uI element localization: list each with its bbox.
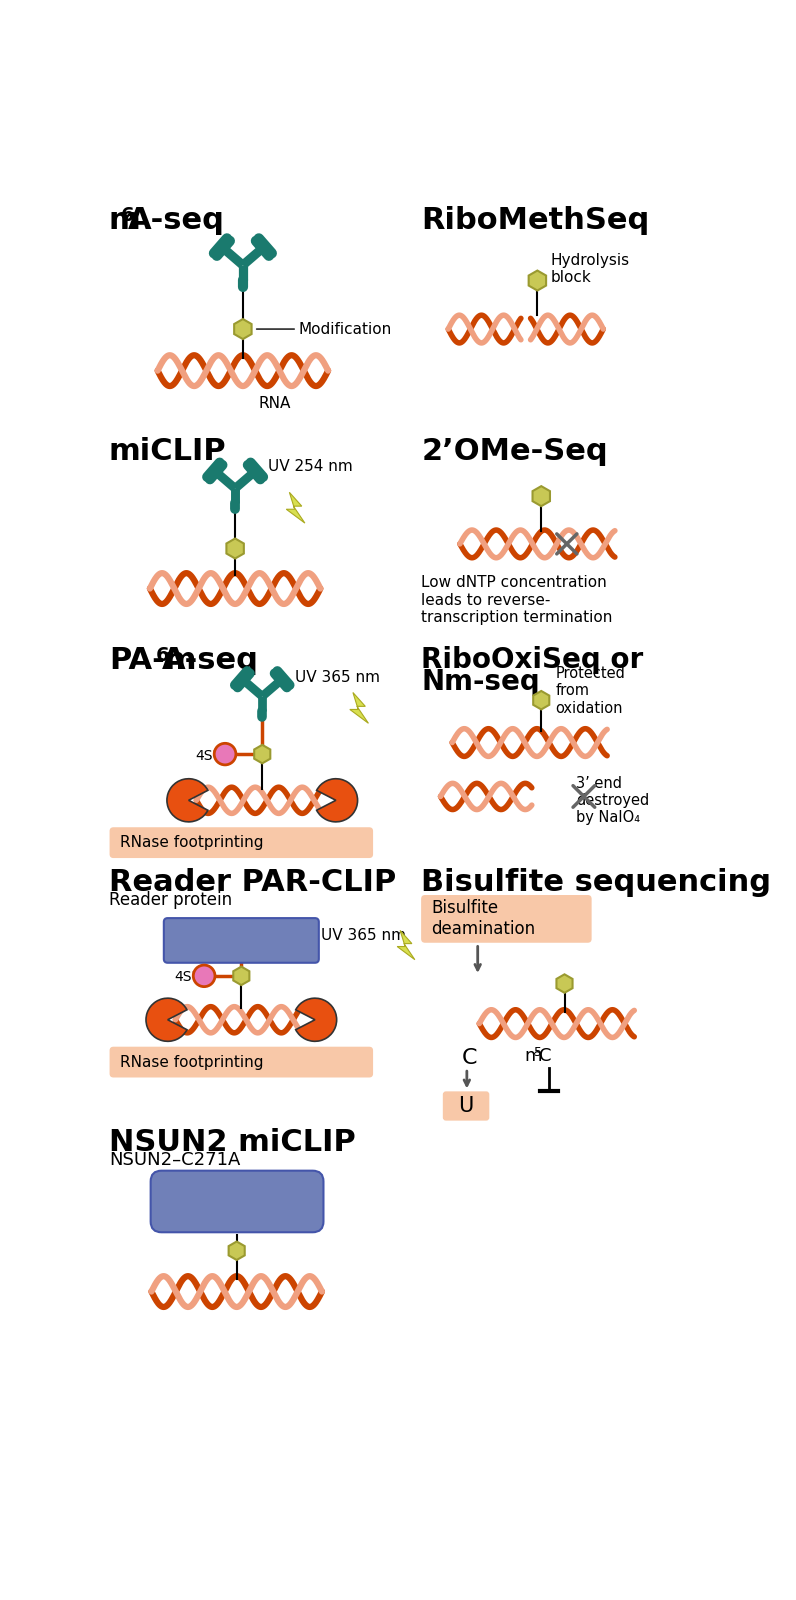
Polygon shape — [233, 966, 249, 986]
Text: UV 365 nm: UV 365 nm — [295, 669, 380, 685]
Circle shape — [193, 965, 215, 987]
Text: A-seq: A-seq — [162, 646, 259, 675]
Wedge shape — [146, 998, 187, 1042]
Polygon shape — [533, 691, 549, 709]
Polygon shape — [234, 318, 252, 339]
Text: UV 365 nm: UV 365 nm — [321, 928, 406, 944]
Text: NSUN2 miCLIP: NSUN2 miCLIP — [109, 1128, 356, 1157]
Text: Reader protein: Reader protein — [109, 891, 232, 909]
Text: m: m — [525, 1046, 542, 1066]
Text: PA-m: PA-m — [109, 646, 197, 675]
Wedge shape — [167, 779, 208, 822]
Polygon shape — [556, 974, 572, 992]
Text: Nm-seq: Nm-seq — [421, 667, 540, 696]
Text: m: m — [109, 206, 141, 235]
FancyBboxPatch shape — [110, 827, 373, 858]
Text: NSUN2–C271A: NSUN2–C271A — [109, 1152, 240, 1170]
Text: Bisulfite sequencing: Bisulfite sequencing — [421, 869, 771, 898]
Text: miCLIP: miCLIP — [109, 437, 226, 466]
FancyBboxPatch shape — [443, 1091, 490, 1120]
FancyBboxPatch shape — [421, 894, 591, 942]
Polygon shape — [287, 493, 305, 523]
Polygon shape — [529, 270, 546, 291]
Text: 6: 6 — [121, 206, 135, 226]
Text: Modification: Modification — [298, 322, 392, 336]
Text: Protected
from
oxidation: Protected from oxidation — [555, 666, 625, 715]
Text: Bisulfite
deamination: Bisulfite deamination — [431, 899, 536, 938]
Circle shape — [214, 744, 236, 765]
Polygon shape — [228, 1242, 244, 1259]
FancyBboxPatch shape — [164, 918, 319, 963]
Text: 5: 5 — [534, 1046, 542, 1059]
Text: RNase footprinting: RNase footprinting — [119, 1054, 263, 1069]
Wedge shape — [317, 779, 357, 822]
Text: 2’OMe-Seq: 2’OMe-Seq — [421, 437, 608, 466]
Text: Low dNTP concentration
leads to reverse-
transcription termination: Low dNTP concentration leads to reverse-… — [421, 576, 612, 626]
Polygon shape — [397, 931, 415, 960]
Text: 3’ end
destroyed
by NaIO₄: 3’ end destroyed by NaIO₄ — [576, 776, 650, 826]
Text: C: C — [462, 1048, 478, 1069]
Text: UV 254 nm: UV 254 nm — [267, 459, 353, 474]
Text: Hydrolysis
block: Hydrolysis block — [551, 253, 630, 285]
Text: U: U — [458, 1096, 474, 1115]
Polygon shape — [349, 693, 369, 723]
Polygon shape — [533, 486, 550, 506]
FancyBboxPatch shape — [110, 1046, 373, 1077]
Text: RNA: RNA — [259, 397, 291, 411]
Text: 6: 6 — [156, 646, 170, 666]
Text: RiboOxiSeq or: RiboOxiSeq or — [421, 646, 643, 674]
FancyBboxPatch shape — [150, 1171, 323, 1232]
Text: C: C — [539, 1046, 552, 1066]
Text: RNase footprinting: RNase footprinting — [119, 835, 263, 850]
Text: Reader PAR-CLIP: Reader PAR-CLIP — [109, 869, 396, 898]
Polygon shape — [254, 746, 271, 763]
Wedge shape — [295, 998, 337, 1042]
Text: RiboMethSeq: RiboMethSeq — [421, 206, 650, 235]
Text: A-seq: A-seq — [127, 206, 224, 235]
Text: 4SU: 4SU — [174, 970, 202, 984]
Text: 4SU: 4SU — [196, 749, 223, 763]
Polygon shape — [226, 539, 244, 558]
